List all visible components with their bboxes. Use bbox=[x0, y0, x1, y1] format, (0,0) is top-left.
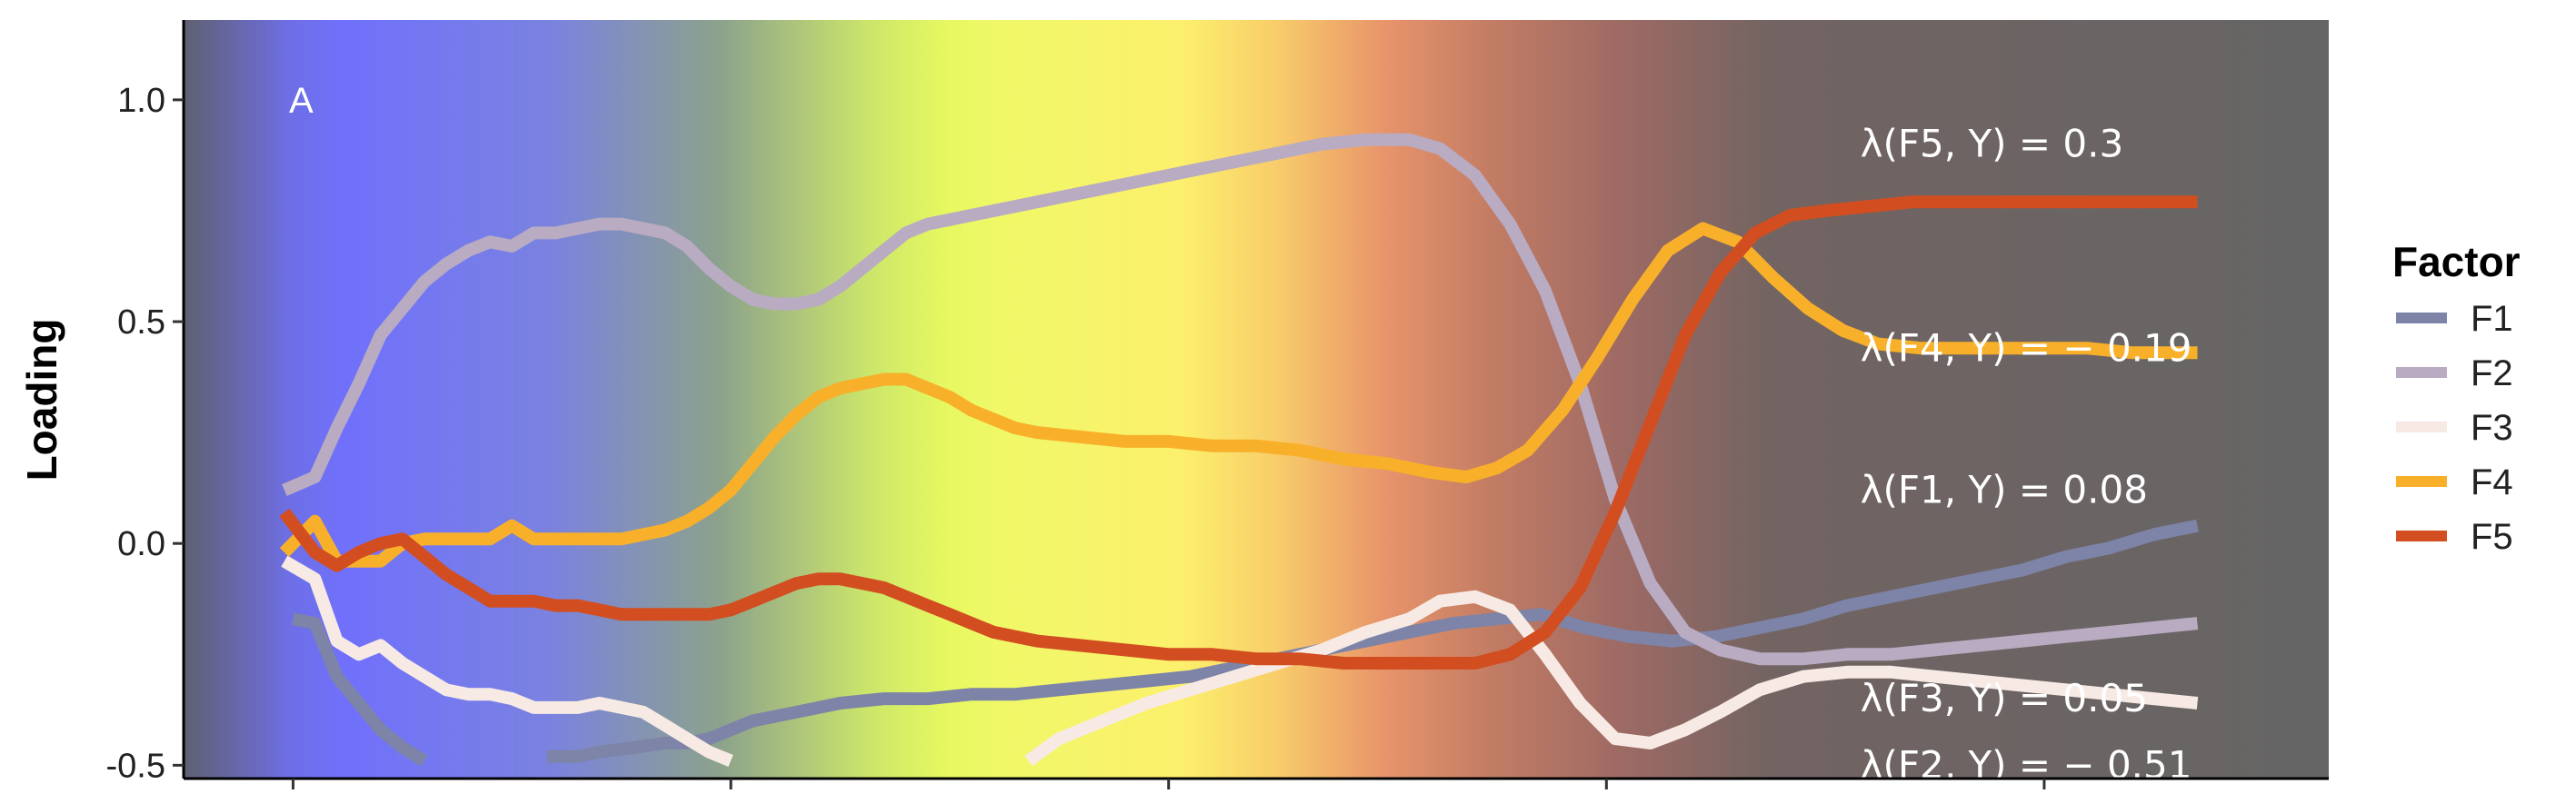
annotation-label: λ(F2, Y) = − 0.51 bbox=[1861, 742, 2192, 787]
series-line-f4 bbox=[279, 222, 2198, 568]
y-tick-label: 1.0 bbox=[117, 82, 165, 120]
y-tick-label: 0.0 bbox=[117, 525, 165, 563]
legend: Factor F1 F2 F3 F4 F5 bbox=[2392, 238, 2521, 557]
series-line-f5 bbox=[279, 195, 2198, 670]
panel-label: A bbox=[289, 81, 314, 121]
legend-label-f1: F1 bbox=[2471, 299, 2513, 339]
annotation-label: λ(F1, Y) = 0.08 bbox=[1861, 468, 2148, 512]
series-line-f3 bbox=[1024, 590, 2199, 767]
y-axis-label: Loading bbox=[18, 319, 65, 481]
legend-label-f4: F4 bbox=[2471, 462, 2513, 502]
legend-title: Factor bbox=[2392, 238, 2521, 285]
series-line-f1 bbox=[292, 612, 428, 767]
legend-label-f5: F5 bbox=[2471, 517, 2513, 557]
annotation-label: λ(F5, Y) = 0.3 bbox=[1861, 122, 2124, 166]
legend-label-f2: F2 bbox=[2471, 353, 2513, 393]
annotation-label: λ(F3, Y) = 0.05 bbox=[1861, 676, 2148, 720]
series-line-f3 bbox=[281, 555, 734, 767]
y-tick-label: 0.5 bbox=[117, 303, 165, 342]
annotation-label: λ(F4, Y) = − 0.19 bbox=[1861, 325, 2192, 370]
legend-label-f3: F3 bbox=[2471, 408, 2513, 448]
series-line-f2 bbox=[282, 133, 2199, 666]
y-tick-label: -0.5 bbox=[106, 747, 165, 785]
